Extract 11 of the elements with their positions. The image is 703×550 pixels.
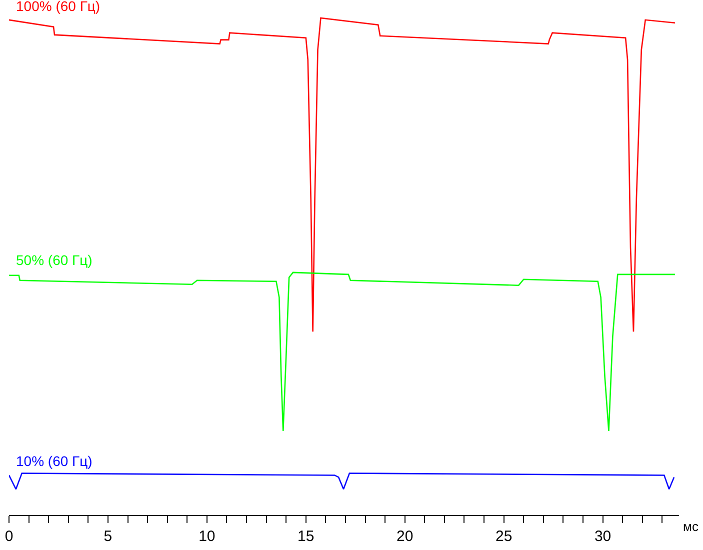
x-axis-title: мс [683,519,699,534]
series-label: 50% (60 Гц) [16,252,92,268]
x-tick-label: 5 [104,528,112,545]
series-label: 10% (60 Гц) [16,453,92,469]
x-tick-label: 15 [298,528,314,545]
x-tick-label: 0 [4,528,14,545]
x-tick-label: 20 [396,528,414,545]
series-label: 100% (60 Гц) [16,0,100,14]
x-tick-label: 25 [495,528,512,545]
x-tick-label: 10 [198,528,216,545]
x-tick-label: 30 [594,528,612,545]
